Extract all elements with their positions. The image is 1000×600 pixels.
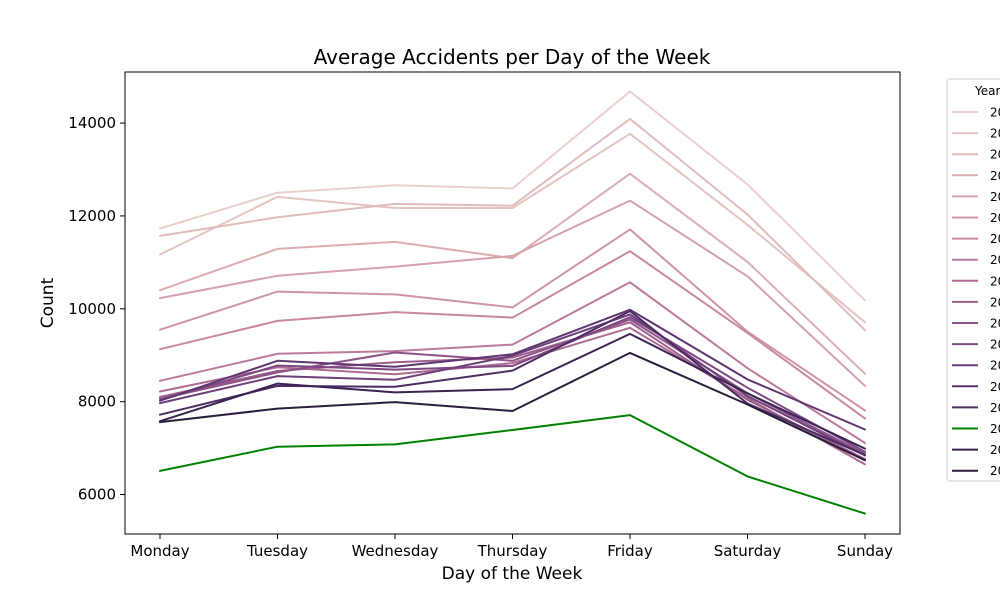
x-tick-label-friday: Friday: [607, 542, 653, 560]
y-tick-label: 8000: [78, 393, 116, 411]
legend: Year 20202020202020202020202020202020202…: [946, 78, 1000, 482]
legend-title: Year: [974, 84, 1000, 98]
legend-label: 20: [990, 380, 1000, 394]
legend-label: 20: [990, 274, 1000, 288]
x-axis-label: Day of the Week: [442, 564, 583, 584]
x-tick-label-wednesday: Wednesday: [352, 542, 439, 560]
legend-label: 20: [990, 443, 1000, 457]
series-line-15: [159, 310, 866, 457]
legend-label: 20: [990, 464, 1000, 478]
series-line-1: [159, 90, 866, 302]
series-line-8: [159, 281, 866, 444]
legend-items: 20 20 20 20 20 20 20 20 20 20 20 20 20 20 20 20 20 20: [952, 106, 1000, 478]
x-ticks: Monday Tuesday Wednesday Thursday Friday Satu…: [130, 534, 893, 560]
series-line-10: [159, 321, 866, 461]
legend-label: 20: [990, 190, 1000, 204]
legend-label: 20: [990, 106, 1000, 120]
series-line-9: [159, 326, 866, 466]
legend-label: 20: [990, 253, 1000, 267]
legend-label: 20: [990, 422, 1000, 436]
plot-lines: [159, 90, 866, 515]
y-tick-label: 10000: [68, 300, 116, 318]
series-line-12: [159, 316, 866, 453]
series-line-13: [159, 313, 866, 457]
legend-label: 20: [990, 232, 1000, 246]
legend-label: 20: [990, 295, 1000, 309]
x-tick-label-thursday: Thursday: [477, 542, 548, 560]
series-line-17: [159, 332, 866, 450]
series-line-6: [159, 228, 866, 412]
series-line-16: [159, 414, 866, 515]
series-line-4: [159, 172, 866, 375]
legend-label: 20: [990, 401, 1000, 415]
x-tick-label-monday: Monday: [130, 542, 189, 560]
y-ticks: 6000 8000 10000 12000 14000: [68, 114, 125, 504]
legend-label: 20: [990, 338, 1000, 352]
series-line-7: [159, 250, 866, 420]
y-axis-label: Count: [38, 277, 58, 328]
y-tick-label: 14000: [68, 114, 116, 132]
y-tick-label: 6000: [78, 486, 116, 504]
legend-label: 20: [990, 148, 1000, 162]
y-tick-label: 12000: [68, 207, 116, 225]
legend-label: 20: [990, 317, 1000, 331]
series-line-5: [159, 199, 866, 387]
legend-label: 20: [990, 359, 1000, 373]
series-line-2: [159, 132, 866, 324]
x-tick-label-tuesday: Tuesday: [246, 542, 308, 560]
legend-label: 20: [990, 127, 1000, 141]
x-tick-label-saturday: Saturday: [714, 542, 782, 560]
x-tick-label-sunday: Sunday: [837, 542, 893, 560]
series-line-14: [159, 308, 866, 431]
series-line-18: [159, 351, 866, 462]
series-line-3: [159, 117, 866, 332]
legend-label: 20: [990, 169, 1000, 183]
legend-label: 20: [990, 211, 1000, 225]
chart-title: Average Accidents per Day of the Week: [314, 45, 711, 69]
